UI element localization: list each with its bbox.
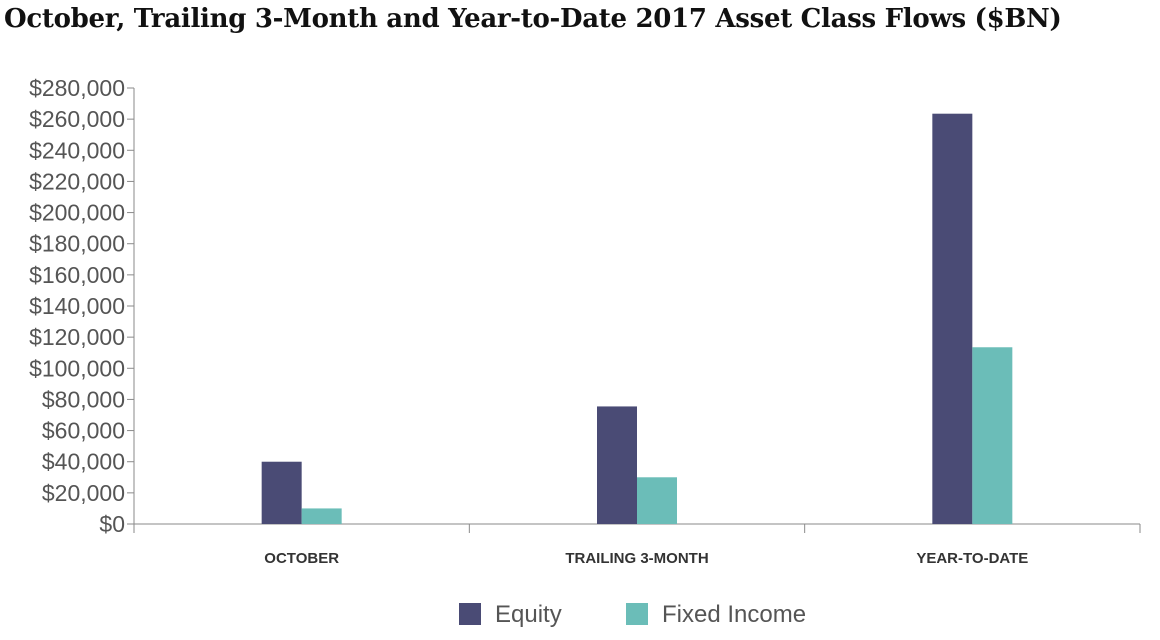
legend-label: Fixed Income <box>662 601 806 628</box>
x-axis-ticks: OCTOBER TRAILING 3-MONTH YEAR-TO-DATE <box>264 550 1028 567</box>
y-tick-label: $100,000 <box>29 355 125 381</box>
legend-label: Equity <box>495 601 562 628</box>
legend-swatch <box>626 603 648 625</box>
y-tick-label: $140,000 <box>29 293 125 319</box>
y-tick-label: $180,000 <box>29 231 125 257</box>
bar-fixed-income <box>972 347 1013 524</box>
y-tick-label: $280,000 <box>29 75 125 101</box>
y-tick-label: $120,000 <box>29 324 125 350</box>
y-tick-label: $40,000 <box>42 449 125 475</box>
y-tick-label: $0 <box>99 511 125 537</box>
x-tick-label: OCTOBER <box>264 550 339 567</box>
bar-equity <box>932 113 973 524</box>
y-tick-label: $80,000 <box>42 386 125 412</box>
y-tick-label: $240,000 <box>29 137 125 163</box>
x-tick-label: YEAR-TO-DATE <box>916 550 1028 567</box>
y-tick-label: $200,000 <box>29 200 125 226</box>
bar-fixed-income <box>301 508 342 524</box>
chart-bars <box>261 113 1013 524</box>
chart-legend: Equity Fixed Income <box>459 601 806 628</box>
bar-equity <box>597 406 637 524</box>
y-tick-label: $60,000 <box>42 418 125 444</box>
bar-equity <box>261 461 302 524</box>
bar-fixed-income <box>637 477 677 524</box>
y-axis-ticks: $0 $20,000 $40,000 $60,000 $80,000 $100,000 $1… <box>29 75 125 537</box>
y-tick-label: $160,000 <box>29 262 125 288</box>
y-tick-label: $20,000 <box>42 480 125 506</box>
y-tick-label: $260,000 <box>29 106 125 132</box>
x-tick-label: TRAILING 3-MONTH <box>565 550 708 567</box>
legend-swatch <box>459 603 481 625</box>
y-tick-label: $220,000 <box>29 168 125 194</box>
chart-title: October, Trailing 3-Month and Year-to-Da… <box>4 4 1062 34</box>
